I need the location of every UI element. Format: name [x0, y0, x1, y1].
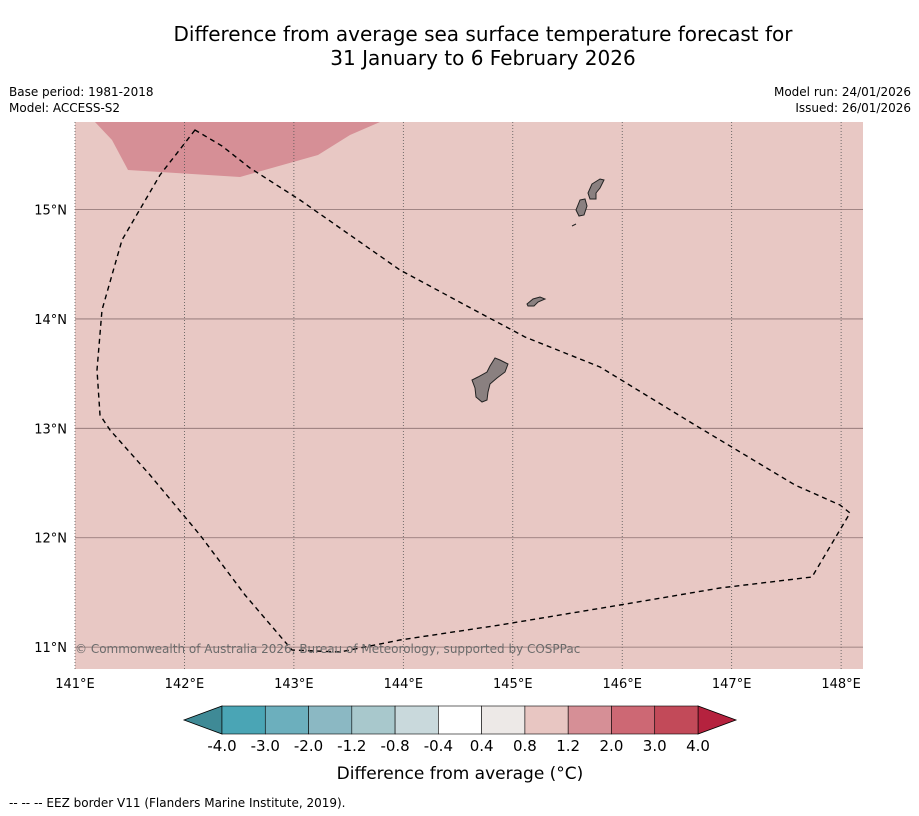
model-name: Model: ACCESS-S2	[9, 101, 121, 115]
islands	[471, 178, 605, 403]
colorbar: -4.0 -3.0 -2.0 -1.2 -0.8 -0.4 0.4 0.8 1.2 2.0 3.0 4…	[182, 705, 738, 784]
base-period: Base period: 1981-2018	[9, 85, 154, 99]
colorbar-over-arrow	[697, 705, 738, 735]
colorbar-swatch	[611, 705, 656, 735]
lat-tick-label: 15°N	[34, 204, 67, 219]
colorbar-tick-label: 1.2	[556, 737, 580, 755]
axis-labels: 141°E 142°E 143°E 144°E 145°E 146°E 147°E 148°E…	[34, 204, 861, 692]
rota-island	[526, 296, 547, 307]
eez-footnote: -- -- -- EEZ border V11 (Flanders Marine…	[9, 796, 346, 810]
warm-anomaly-patch	[95, 122, 380, 177]
lat-tick-label: 12°N	[34, 532, 67, 547]
colorbar-swatch	[567, 705, 612, 735]
info-left: Base period: 1981-2018 Model: ACCESS-S2	[9, 84, 154, 116]
colorbar-tick-label: 3.0	[643, 737, 667, 755]
lon-tick-label: 141°E	[55, 677, 95, 692]
colorbar-swatch	[438, 705, 482, 735]
guam-island	[471, 357, 509, 403]
lon-tick-label: 143°E	[274, 677, 314, 692]
lon-tick-label: 147°E	[712, 677, 752, 692]
colorbar-label: Difference from average (°C)	[337, 764, 584, 784]
aguijan-islet	[571, 223, 577, 227]
colorbar-tick-label: -0.4	[424, 737, 453, 755]
saipan-island	[587, 178, 605, 200]
colorbar-body	[182, 705, 738, 735]
issued-date: Issued: 26/01/2026	[795, 101, 911, 115]
lon-tick-label: 148°E	[821, 677, 861, 692]
map: © Commonwealth of Australia 2026, Bureau…	[34, 122, 863, 692]
lon-tick-label: 142°E	[165, 677, 205, 692]
colorbar-swatch	[264, 705, 309, 735]
chart-title: Difference from average sea surface temp…	[0, 22, 919, 70]
colorbar-swatch	[394, 705, 439, 735]
colorbar-swatch	[481, 705, 526, 735]
colorbar-tick-label: -4.0	[207, 737, 236, 755]
lat-tick-label: 14°N	[34, 313, 67, 328]
graticule	[74, 122, 863, 669]
lon-tick-label: 144°E	[384, 677, 424, 692]
copyright-notice: © Commonwealth of Australia 2026, Bureau…	[75, 642, 580, 656]
lat-tick-label: 11°N	[34, 641, 67, 656]
colorbar-tick-label: -3.0	[251, 737, 280, 755]
colorbar-tick-label: -1.2	[337, 737, 366, 755]
colorbar-under-arrow	[182, 705, 223, 735]
colorbar-ticks: -4.0 -3.0 -2.0 -1.2 -0.8 -0.4 0.4 0.8 1.2 2.0 3.0 4…	[207, 737, 710, 755]
colorbar-tick-label: 0.4	[470, 737, 494, 755]
colorbar-swatch	[351, 705, 396, 735]
colorbar-tick-label: 2.0	[600, 737, 624, 755]
title-line-1: Difference from average sea surface temp…	[173, 22, 793, 46]
colorbar-tick-label: 0.8	[513, 737, 537, 755]
colorbar-tick-label: -2.0	[294, 737, 323, 755]
colorbar-tick-label: -0.8	[380, 737, 409, 755]
title-line-2: 31 January to 6 February 2026	[330, 46, 636, 70]
lon-tick-label: 146°E	[602, 677, 642, 692]
colorbar-swatch	[524, 705, 569, 735]
eez-border	[96, 129, 851, 653]
colorbar-swatch	[221, 705, 266, 735]
model-run: Model run: 24/01/2026	[773, 85, 911, 99]
colorbar-tick-label: 4.0	[686, 737, 710, 755]
lat-tick-label: 13°N	[34, 422, 67, 437]
tinian-island	[575, 198, 588, 217]
lon-tick-label: 145°E	[493, 677, 533, 692]
colorbar-swatch	[654, 705, 699, 735]
info-right: Model run: 24/01/2026 Issued: 26/01/2026	[774, 84, 911, 116]
colorbar-swatch	[308, 705, 353, 735]
